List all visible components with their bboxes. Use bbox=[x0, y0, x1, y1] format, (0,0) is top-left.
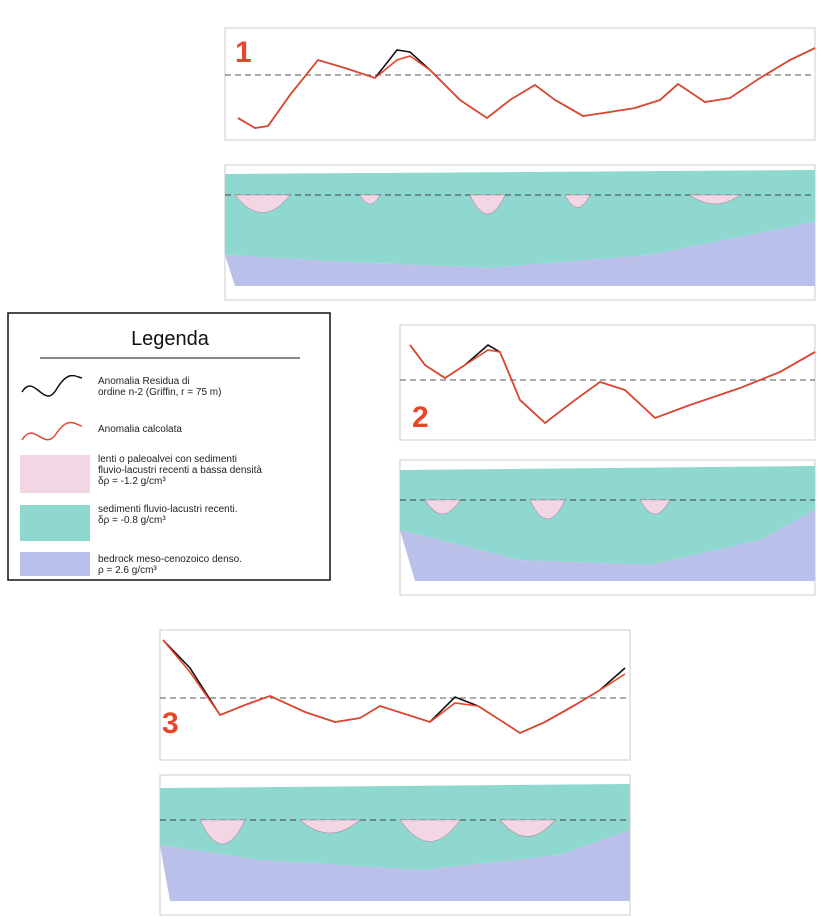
legend-text: bedrock meso-cenozoico denso. bbox=[98, 554, 242, 565]
lens bbox=[424, 499, 461, 515]
legend-text: lenti o paleoalvei con sedimenti bbox=[98, 454, 237, 465]
computed-anomaly bbox=[237, 47, 816, 129]
anomaly-frame bbox=[399, 324, 816, 441]
legend-text: δρ = -1.2 g/cm³ bbox=[98, 476, 166, 487]
lens bbox=[689, 194, 741, 205]
lens bbox=[564, 194, 591, 208]
panel-number: 2 bbox=[412, 401, 429, 434]
legend-text: ρ = 2.6 g/cm³ bbox=[98, 565, 157, 576]
bedrock-layer bbox=[225, 222, 815, 286]
lens bbox=[529, 499, 566, 520]
legend-text: Anomalia calcolata bbox=[98, 424, 182, 435]
observed-anomaly bbox=[162, 639, 626, 734]
bedrock-layer bbox=[400, 510, 815, 581]
lens bbox=[399, 819, 461, 842]
legend-swatch bbox=[20, 505, 90, 541]
lens bbox=[299, 819, 361, 834]
panel-number: 1 bbox=[235, 36, 252, 69]
legend-text: Anomalia Residua di bbox=[98, 376, 190, 387]
lens bbox=[234, 194, 291, 213]
lens bbox=[639, 499, 671, 515]
legend-swatch bbox=[21, 374, 83, 397]
legend-text: fluvio-lacustri recenti a bassa densità bbox=[98, 465, 262, 476]
computed-anomaly bbox=[162, 639, 626, 734]
lens bbox=[469, 194, 506, 215]
anomaly-frame bbox=[159, 629, 631, 761]
observed-anomaly bbox=[237, 47, 816, 129]
panels: 1 2 3 bbox=[159, 27, 816, 916]
legend-text: ordine n-2 (Griffin, r = 75 m) bbox=[98, 387, 221, 398]
observed-anomaly bbox=[409, 344, 816, 425]
bedrock-layer bbox=[160, 830, 630, 901]
computed-anomaly bbox=[409, 344, 816, 425]
legend-swatch bbox=[20, 552, 90, 576]
anomaly-frame bbox=[224, 27, 816, 141]
lens bbox=[499, 819, 556, 837]
lens bbox=[199, 819, 246, 845]
sediment-layer bbox=[160, 784, 630, 870]
legend-text: sedimenti fluvio-lacustri recenti. bbox=[98, 504, 238, 515]
legend-swatch bbox=[20, 455, 90, 493]
legend-swatch bbox=[21, 421, 83, 441]
sediment-layer bbox=[400, 466, 815, 565]
legend-text: δρ = -0.8 g/cm³ bbox=[98, 515, 166, 526]
lens bbox=[359, 194, 381, 205]
legend-title: Legenda bbox=[131, 328, 210, 350]
panel-number: 3 bbox=[162, 707, 179, 740]
